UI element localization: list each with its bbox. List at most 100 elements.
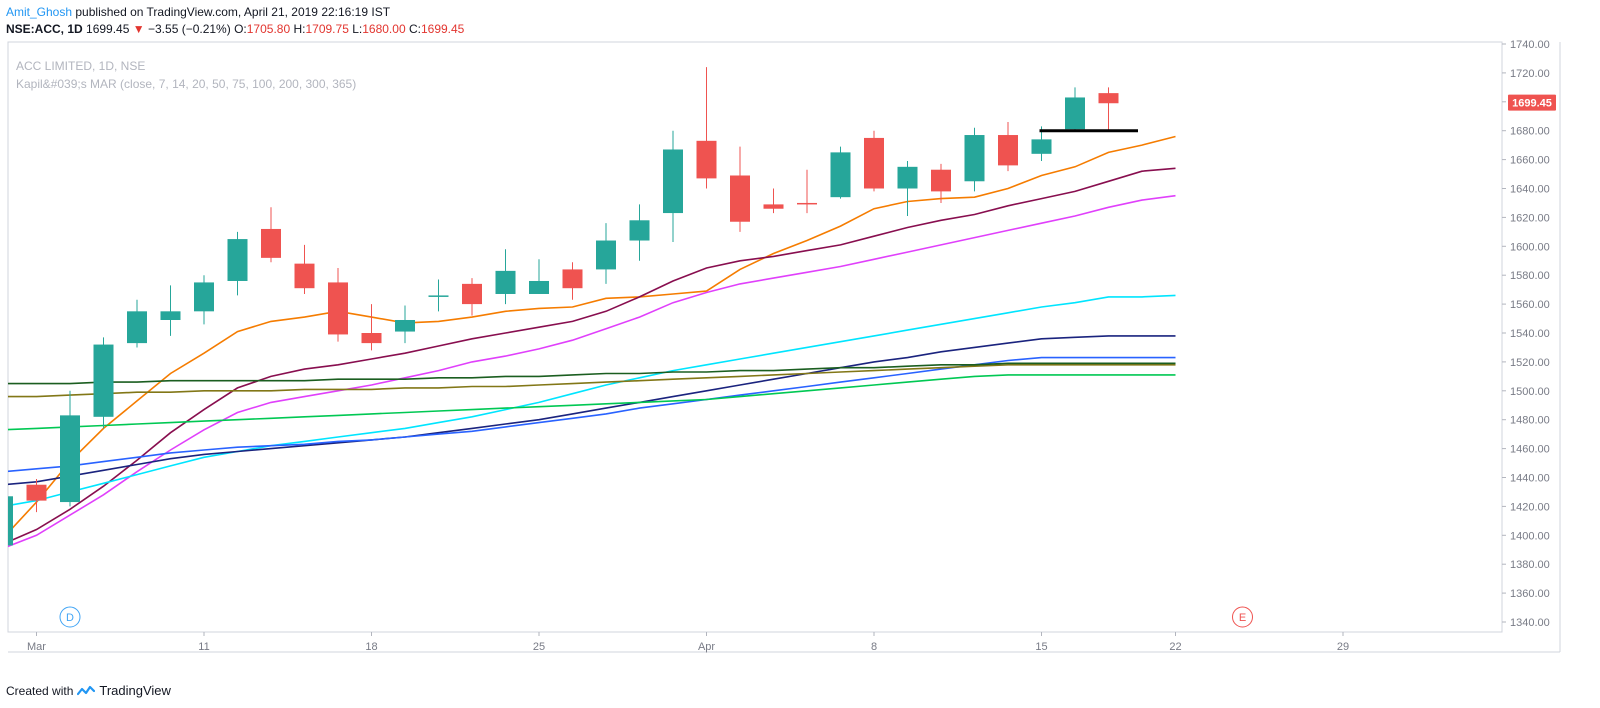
legend-title: ACC LIMITED, 1D, NSE [16,59,146,73]
last-price: 1699.45 [86,22,130,36]
moving-average-line [8,135,1176,534]
footer-brand[interactable]: TradingView [99,683,171,698]
y-tick-label: 1340.00 [1510,617,1550,629]
candle-down [1098,93,1119,104]
candle-down [361,333,382,344]
candle-up [529,280,549,294]
candle-up [127,311,147,344]
y-tick-label: 1660.00 [1510,155,1550,167]
candle-up [160,311,181,320]
candle-up [8,496,13,546]
candle-up [830,152,851,198]
x-tick-label: Mar [27,641,46,653]
y-tick-label: 1740.00 [1510,39,1550,51]
y-tick-label: 1720.00 [1510,68,1550,80]
candle-up [1031,139,1052,154]
y-tick-label: 1600.00 [1510,241,1550,253]
y-tick-label: 1680.00 [1510,126,1550,138]
moving-average-line [8,194,1176,548]
candle-up [495,270,516,294]
y-tick-label: 1540.00 [1510,328,1550,340]
symbol-info: NSE:ACC, 1D 1699.45 ▼ −3.55 (−0.21%) O:1… [6,21,464,37]
close-value: 1699.45 [420,22,465,36]
publish-text: published on TradingView.com, April 21, … [75,5,391,19]
y-tick-label: 1480.00 [1510,415,1550,427]
candle-up [663,149,683,214]
candle-up [395,319,415,332]
y-tick-label: 1520.00 [1510,357,1550,369]
legend-indicator: Kapil&#039;s MAR (close, 7, 14, 20, 50, … [16,77,357,91]
footer: Created with TradingView [6,683,171,699]
moving-average-line [8,335,1176,486]
y-tick-label: 1560.00 [1510,299,1550,311]
candle-up [194,282,214,312]
close-label: C: [408,22,421,36]
created-with-text: Created with [6,684,74,698]
open-label: O: [234,22,247,36]
chart-legend: ACC LIMITED, 1D, NSE Kapil&#039;s MAR (c… [16,57,356,93]
y-tick-label: 1380.00 [1510,559,1550,571]
moving-average-line [8,363,1176,398]
change-value: −3.55 (−0.21%) [148,22,231,36]
open-value: 1705.80 [246,22,291,36]
y-tick-label: 1580.00 [1510,270,1550,282]
y-tick-label: 1620.00 [1510,212,1550,224]
x-tick-label: 18 [365,641,377,653]
candle-up [897,166,918,189]
candle-down [562,269,583,289]
publish-info: Amit_Ghosh published on TradingView.com,… [6,4,390,20]
x-tick-label: 29 [1337,641,1349,653]
event-marker-label: E [1239,612,1246,624]
candle-down [864,137,884,189]
candle-up [93,344,114,417]
candle-up [1065,97,1085,130]
candle-down [696,140,717,179]
y-tick-label: 1360.00 [1510,588,1550,600]
tradingview-logo-icon [77,685,96,696]
author-link[interactable]: Amit_Ghosh [6,5,73,19]
low-label: L: [352,22,363,36]
candle-down [998,135,1018,166]
candle-down [294,263,315,289]
y-tick-label: 1420.00 [1510,501,1550,513]
y-tick-label: 1440.00 [1510,473,1550,485]
plot-area [8,67,1176,548]
low-value: 1680.00 [362,22,406,36]
candle-up [596,240,616,270]
candle-down [730,175,750,222]
event-marker-label: D [66,612,74,624]
y-tick-label: 1500.00 [1510,386,1550,398]
candle-down [763,204,784,209]
x-tick-label: 8 [871,641,877,653]
candle-down [931,169,951,192]
last-price-tag [1508,94,1556,111]
y-tick-label: 1460.00 [1510,444,1550,456]
plot-frame [7,41,1503,633]
event-marker-circle [59,606,81,628]
candle-up [60,415,80,503]
x-tick-label: 11 [198,641,209,653]
symbol-name: NSE:ACC, 1D [6,22,83,36]
y-tick-label: 1400.00 [1510,530,1550,542]
candle-up [227,239,248,281]
event-marker-circle [1232,606,1253,628]
high-label: H: [293,22,306,36]
high-value: 1709.75 [305,22,349,36]
candle-up [964,135,985,182]
candle-down [328,282,348,335]
candle-up [428,295,449,297]
moving-average-line [8,294,1176,507]
last-price-label: 1699.45 [1512,98,1552,110]
candle-down [26,484,47,501]
y-tick-label: 1640.00 [1510,184,1550,196]
moving-average-line [8,374,1176,431]
candle-up [629,220,650,241]
change-arrow: ▼ [132,22,145,36]
candle-down [462,283,482,305]
moving-average-line [8,356,1176,473]
x-tick-label: 25 [533,641,545,653]
moving-average-line [8,167,1176,543]
x-tick-label: 22 [1169,641,1181,653]
candle-down [261,228,281,258]
